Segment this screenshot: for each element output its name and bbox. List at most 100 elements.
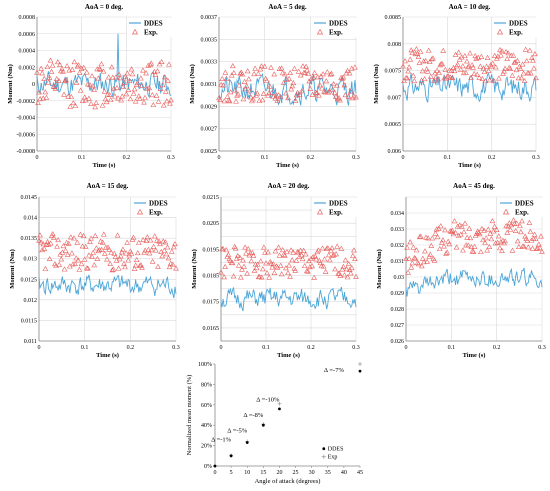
- y-tick-label: 0.028: [391, 307, 405, 313]
- data-point-exp: [434, 67, 440, 73]
- data-point-exp: [138, 75, 144, 81]
- data-point-exp: [334, 82, 340, 88]
- data-point-exp: [143, 237, 150, 243]
- data-point-exp: [144, 85, 150, 91]
- y-tick-label: 0.0195: [203, 247, 220, 253]
- data-point-exp: [165, 77, 171, 83]
- x-axis-label: Time (s): [276, 162, 299, 169]
- data-point-exp: [432, 230, 439, 236]
- chart-panel-1: 0.0025 0.0027 0.0029 0.0031 0.0033 0.0035 0.00…: [189, 3, 360, 169]
- data-point-exp: [307, 264, 313, 270]
- data-point-exp: [358, 362, 362, 366]
- x-tick-label: 0.3: [352, 345, 360, 351]
- data-point-exp: [418, 263, 425, 269]
- data-point-exp: [489, 218, 496, 224]
- data-point-exp: [430, 55, 436, 61]
- data-point-exp: [342, 257, 349, 263]
- data-point-exp: [99, 102, 106, 108]
- legend-swatch-exp: [131, 28, 139, 35]
- data-point-exp: [419, 68, 426, 74]
- data-point-exp: [235, 91, 241, 97]
- data-point-exp: [128, 66, 135, 72]
- data-point-exp: [45, 241, 52, 247]
- chart-title: AoA = 20 deg.: [268, 182, 310, 190]
- legend-label-exp: Exp.: [515, 209, 529, 217]
- data-point-exp: [107, 260, 114, 266]
- data-point-exp: [137, 262, 143, 268]
- series-line-ddes: [38, 274, 177, 299]
- data-point-exp: [413, 46, 420, 52]
- data-point-exp: [405, 68, 412, 74]
- data-point-exp: [147, 237, 154, 243]
- data-point-exp: [168, 97, 174, 103]
- data-point-exp: [251, 71, 257, 77]
- data-point-exp: [171, 244, 177, 250]
- data-point-exp: [445, 73, 452, 79]
- data-point-exp: [264, 270, 270, 276]
- data-point-exp: [51, 234, 57, 240]
- data-point-exp: [507, 65, 514, 71]
- data-point-exp: [146, 84, 153, 91]
- data-point-exp: [60, 68, 66, 74]
- legend-label-exp: Exp: [328, 455, 338, 461]
- chart-title: AoA = 0 deg.: [85, 3, 123, 11]
- data-point-exp: [422, 248, 428, 254]
- data-point-exp: [116, 256, 123, 262]
- data-point-exp: [45, 79, 52, 85]
- data-point-exp: [449, 74, 456, 80]
- y-tick-label: 0.0006: [19, 32, 36, 38]
- data-point-exp: [122, 73, 129, 79]
- chart-panel-4: 0.0165 0.0175 0.0185 0.0195 0.0205 0.0215 0 0.1…: [191, 182, 360, 359]
- data-point-exp: [125, 86, 132, 93]
- data-point-exp: [163, 251, 170, 257]
- data-point-exp: [456, 222, 463, 228]
- data-point-exp: [280, 251, 287, 257]
- data-point-exp: [114, 232, 121, 238]
- data-point-exp: [236, 254, 243, 260]
- data-point-exp: [421, 76, 428, 82]
- y-tick-label: -0.0008: [17, 149, 36, 155]
- data-point-exp: [220, 246, 226, 252]
- data-point-exp: [268, 64, 274, 70]
- data-point-exp: [534, 245, 541, 251]
- legend-swatch-exp: [321, 454, 326, 459]
- data-point-exp: [287, 69, 294, 76]
- data-point-exp: [80, 64, 87, 70]
- data-point-exp: [298, 252, 305, 258]
- data-point-exp: [172, 241, 178, 247]
- legend-label-exp: Exp.: [509, 29, 523, 37]
- data-point-exp: [319, 85, 325, 91]
- legend-swatch-exp: [316, 28, 324, 35]
- legend-label-ddes: DDES: [329, 20, 348, 28]
- data-point-exp: [267, 83, 273, 89]
- data-point-exp: [424, 68, 431, 74]
- data-point-exp: [410, 244, 417, 250]
- data-point-exp: [258, 274, 265, 280]
- data-point-exp: [158, 248, 164, 254]
- data-point-exp: [101, 250, 108, 256]
- data-point-exp: [223, 247, 230, 253]
- data-point-exp: [46, 74, 53, 80]
- data-point-exp: [327, 71, 334, 77]
- data-point-exp: [332, 266, 338, 272]
- data-point-exp: [301, 262, 308, 269]
- data-point-exp: [497, 47, 503, 53]
- data-point-exp: [149, 258, 156, 264]
- data-point-exp: [97, 66, 104, 72]
- data-point-exp: [82, 243, 89, 249]
- data-point-exp: [76, 69, 83, 75]
- data-point-exp: [227, 89, 234, 95]
- y-tick-label: 0.027: [391, 323, 405, 329]
- data-point-exp: [504, 55, 510, 61]
- data-point-exp: [159, 82, 166, 88]
- data-point-exp: [75, 62, 82, 68]
- data-point-exp: [490, 228, 497, 234]
- data-point-exp: [296, 253, 303, 259]
- data-point-exp: [129, 71, 136, 77]
- data-point-exp: [407, 56, 414, 62]
- data-point-exp: [56, 261, 63, 267]
- x-axis-label: Angle of attack (degrees): [255, 478, 321, 485]
- data-point-exp: [229, 259, 236, 265]
- data-point-exp: [337, 97, 343, 103]
- data-point-exp: [324, 69, 331, 75]
